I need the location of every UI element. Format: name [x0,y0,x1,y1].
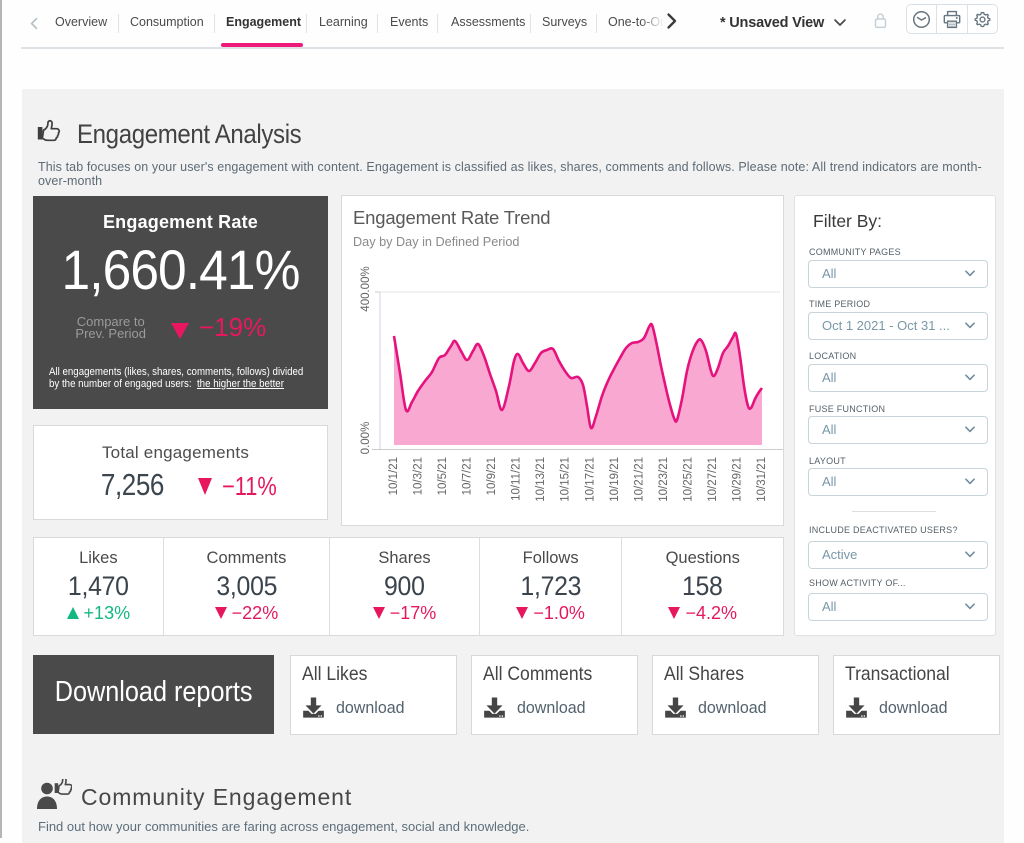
svg-text:10/3/21: 10/3/21 [413,457,425,495]
svg-text:10/15/21: 10/15/21 [560,457,572,502]
svg-text:10/7/21: 10/7/21 [462,457,474,495]
svg-text:10/13/21: 10/13/21 [535,457,547,502]
svg-text:10/17/21: 10/17/21 [584,457,596,502]
svg-text:10/11/21: 10/11/21 [511,457,523,501]
svg-text:0.00%: 0.00% [360,422,372,455]
svg-text:10/27/21: 10/27/21 [707,457,719,502]
svg-text:10/19/21: 10/19/21 [609,457,621,502]
svg-text:10/9/21: 10/9/21 [486,457,498,495]
svg-text:10/21/21: 10/21/21 [633,457,645,502]
svg-text:10/5/21: 10/5/21 [437,457,449,495]
svg-text:10/31/21: 10/31/21 [756,457,768,502]
svg-text:10/23/21: 10/23/21 [658,457,670,502]
svg-text:10/29/21: 10/29/21 [731,457,743,502]
svg-text:10/25/21: 10/25/21 [682,457,694,502]
svg-text:10/1/21: 10/1/21 [388,457,400,495]
svg-text:400.00%: 400.00% [360,266,372,311]
